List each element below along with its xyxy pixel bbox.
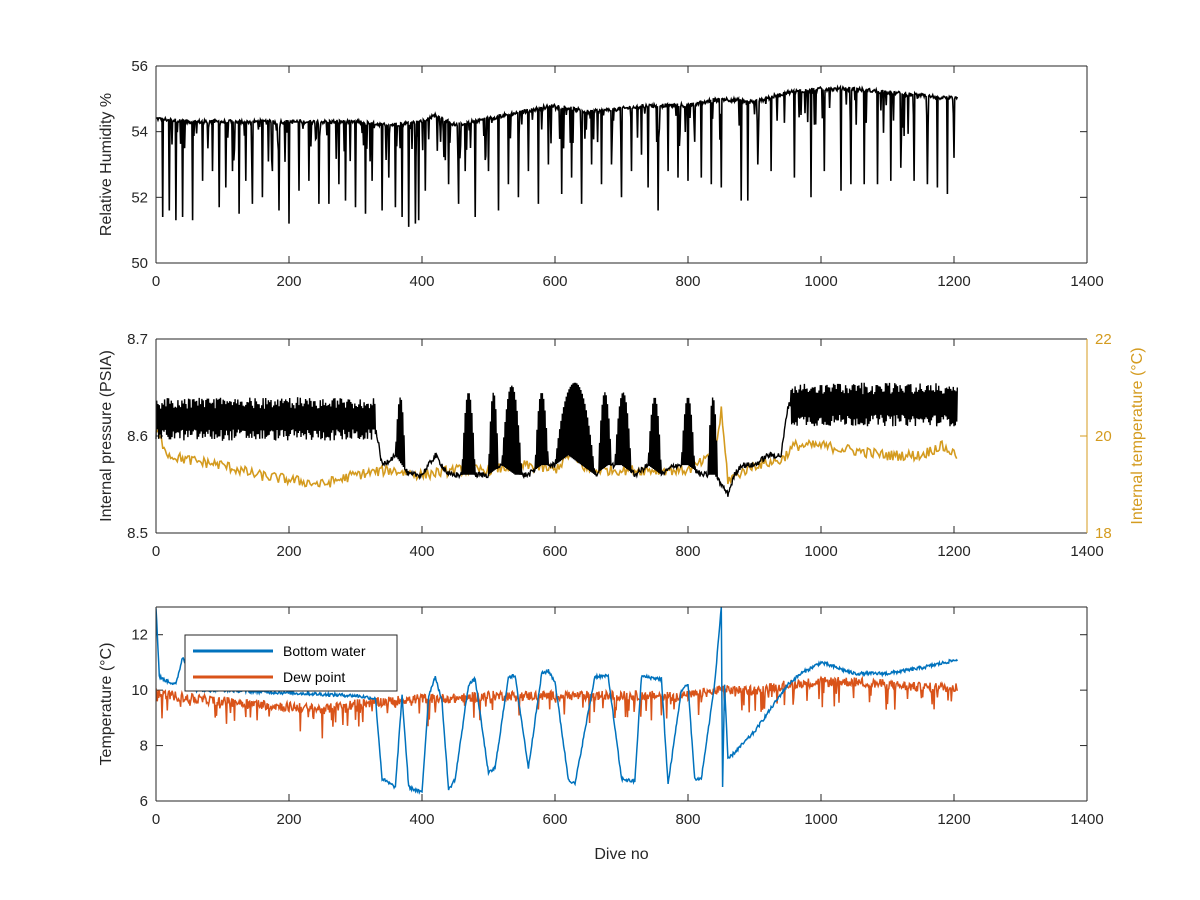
x-tick-label: 1200: [937, 811, 970, 828]
x-tick-label: 200: [276, 811, 301, 828]
legend: Bottom water Dew point: [184, 634, 398, 692]
x-tick-label: 0: [152, 811, 160, 828]
x-tick-label: 1200: [937, 543, 970, 560]
y-axis-label: Internal pressure (PSIA): [98, 350, 115, 522]
x-tick-label: 0: [152, 273, 160, 290]
x-tick-label: 1400: [1070, 543, 1103, 560]
x-tick-label: 800: [675, 273, 700, 290]
y-tick-label: 56: [131, 58, 148, 75]
y-tick-label: 6: [140, 793, 148, 810]
x-axis-label: Dive no: [594, 846, 648, 863]
panel-2: 0 200 400 600 800 1000 1200 1400 8.5 8.6 8.7 Intern…: [98, 331, 1146, 560]
x-tick-label: 0: [152, 543, 160, 560]
x-tick-label: 200: [276, 543, 301, 560]
y-tick-label: 10: [131, 682, 148, 699]
bottom-water-series-line: [156, 607, 958, 795]
x-tick-label: 1000: [804, 811, 837, 828]
y2-tick-label: 18: [1095, 525, 1112, 542]
panel-1: 0 200 400 600 800 1000 1200 1400 50 52 54 56 Relativ…: [98, 58, 1104, 290]
x-tick-label: 1000: [804, 543, 837, 560]
legend-label: Dew point: [283, 669, 345, 685]
y-tick-label: 8: [140, 738, 148, 755]
y-tick-label: 8.6: [127, 428, 148, 445]
x-tick-label: 400: [409, 273, 434, 290]
x-tick-label: 800: [675, 543, 700, 560]
y-axis-label: Relative Humidity %: [98, 93, 115, 236]
y-axis-label: Temperature (°C): [98, 643, 115, 766]
panel-3: 0 200 400 600 800 1000 1200 1400 6 8 10 12 Temperatu…: [98, 606, 1104, 863]
x-tick-label: 1400: [1070, 811, 1103, 828]
y2-tick-label: 20: [1095, 428, 1112, 445]
x-tick-label: 600: [542, 811, 567, 828]
y-tick-label: 8.5: [127, 525, 148, 542]
pressure-series-line: [155, 382, 958, 497]
legend-label: Bottom water: [283, 643, 366, 659]
legend-box: [184, 634, 398, 692]
temperature-series-line: [155, 406, 958, 488]
y2-tick-label: 22: [1095, 331, 1112, 348]
y-tick-label: 52: [131, 189, 148, 206]
x-tick-label: 800: [675, 811, 700, 828]
humidity-series-line: [155, 84, 959, 227]
x-tick-label: 600: [542, 543, 567, 560]
y-tick-label: 50: [131, 255, 148, 272]
x-tick-label: 1200: [937, 273, 970, 290]
panels: 0 200 400 600 800 1000 1200 140050525456Relativ…: [98, 58, 1146, 863]
x-tick-label: 1000: [804, 273, 837, 290]
x-tick-label: 200: [276, 273, 301, 290]
x-tick-label: 600: [542, 273, 567, 290]
x-tick-label: 400: [409, 543, 434, 560]
y2-axis-label: Internal temperature (°C): [1129, 347, 1146, 524]
y-tick-label: 8.7: [127, 331, 148, 348]
y-tick-label: 54: [131, 124, 148, 141]
x-tick-label: 1400: [1070, 273, 1103, 290]
x-tick-label: 400: [409, 811, 434, 828]
y-tick-label: 12: [131, 627, 148, 644]
